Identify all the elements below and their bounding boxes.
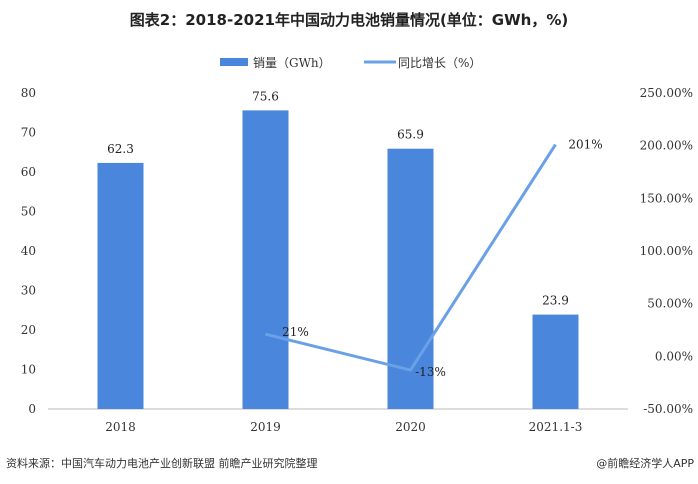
growth-line: [265, 143, 557, 372]
left-tick-label: 40: [21, 244, 36, 258]
left-tick-label: 60: [21, 165, 36, 179]
legend: 销量（GWh） 同比增长（%）: [220, 56, 481, 70]
left-tick-label: 10: [21, 363, 36, 377]
left-tick-label: 70: [21, 126, 36, 140]
right-tick-label: 0.00%: [655, 349, 693, 363]
left-tick-label: 80: [21, 86, 36, 100]
legend-bar-label: 销量（GWh）: [253, 56, 331, 70]
x-tick-label: 2021.1-3: [529, 420, 583, 434]
right-tick-label: 200.00%: [640, 139, 693, 153]
bar: [97, 162, 144, 409]
brand-label: @前瞻经济学人APP: [596, 456, 694, 470]
bar-data-label: 62.3: [107, 142, 134, 156]
x-tick-label: 2018: [105, 420, 136, 434]
bar-data-label: 75.6: [252, 89, 279, 103]
left-tick-label: 30: [21, 284, 36, 298]
legend-line-label: 同比增长（%）: [398, 56, 481, 70]
right-tick-label: -50.00%: [643, 402, 693, 416]
bar-data-label: 65.9: [397, 128, 424, 142]
line-data-label: 21%: [282, 325, 309, 339]
left-tick-label: 50: [21, 205, 36, 219]
chart-title: 图表2：2018-2021年中国动力电池销量情况(单位：GWh，%): [130, 11, 568, 29]
right-tick-label: 250.00%: [640, 86, 693, 100]
bar: [242, 110, 289, 409]
right-tick-label: 150.00%: [640, 191, 693, 205]
bar-data-label: 23.9: [542, 294, 569, 308]
line-data-label: -13%: [415, 365, 446, 379]
x-tick-label: 2020: [395, 420, 426, 434]
right-tick-label: 50.00%: [647, 297, 693, 311]
bar: [532, 314, 579, 409]
legend-bar-swatch: [220, 58, 248, 66]
line-data-label: 201%: [568, 138, 602, 152]
right-tick-label: 100.00%: [640, 244, 693, 258]
source-note: 资料来源：中国汽车动力电池产业创新联盟 前瞻产业研究院整理: [6, 456, 318, 470]
left-tick-label: 20: [21, 323, 36, 337]
x-tick-label: 2019: [250, 420, 281, 434]
left-tick-label: 0: [28, 402, 36, 416]
